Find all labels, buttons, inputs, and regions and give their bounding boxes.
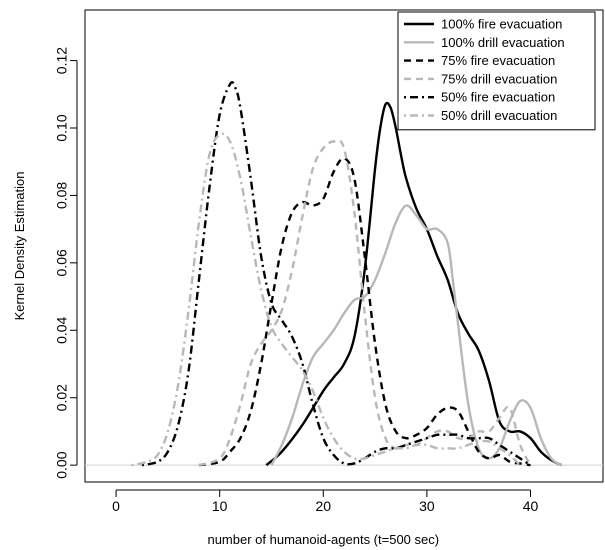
plot-frame	[84, 9, 604, 483]
legend: 100% fire evacuation 100% drill evacuatio…	[397, 11, 596, 131]
legend-box	[397, 11, 596, 131]
series-line-2	[270, 204, 563, 467]
x-axis: 0 10 20 30 40	[112, 489, 539, 514]
series-layer	[131, 81, 563, 467]
y-tick-label: 0.06	[54, 249, 70, 276]
series-line-1	[265, 101, 563, 467]
legend-label-1: 100% fire evacuation	[441, 17, 562, 32]
y-tick-label: 0.04	[54, 316, 70, 343]
legend-label-6: 50% drill evacuation	[441, 108, 557, 123]
y-axis: 0.00 0.02 0.04 0.06 0.08 0.10 0.12	[54, 47, 78, 479]
series-line-6	[131, 132, 521, 467]
series-line-5	[141, 81, 532, 467]
y-axis-title: Kernel Density Estimation	[12, 172, 27, 321]
x-tick-label: 0	[112, 498, 120, 514]
x-axis-title: number of humanoid-agents (t=500 sec)	[207, 532, 439, 547]
x-tick-label: 30	[419, 498, 435, 514]
y-tick-label: 0.00	[54, 451, 70, 478]
x-tick-label: 20	[315, 498, 331, 514]
y-tick-label: 0.12	[54, 47, 70, 74]
plot-border	[84, 9, 604, 483]
legend-label-2: 100% drill evacuation	[441, 35, 565, 50]
legend-label-3: 75% fire evacuation	[441, 53, 555, 68]
legend-label-5: 50% fire evacuation	[441, 90, 555, 105]
x-tick-label: 40	[523, 498, 539, 514]
y-tick-label: 0.02	[54, 384, 70, 411]
series-line-4	[198, 139, 532, 467]
x-tick-label: 10	[212, 498, 228, 514]
series-line-3	[198, 157, 531, 467]
y-tick-label: 0.10	[54, 114, 70, 141]
legend-label-4: 75% drill evacuation	[441, 71, 557, 86]
y-tick-label: 0.08	[54, 182, 70, 209]
